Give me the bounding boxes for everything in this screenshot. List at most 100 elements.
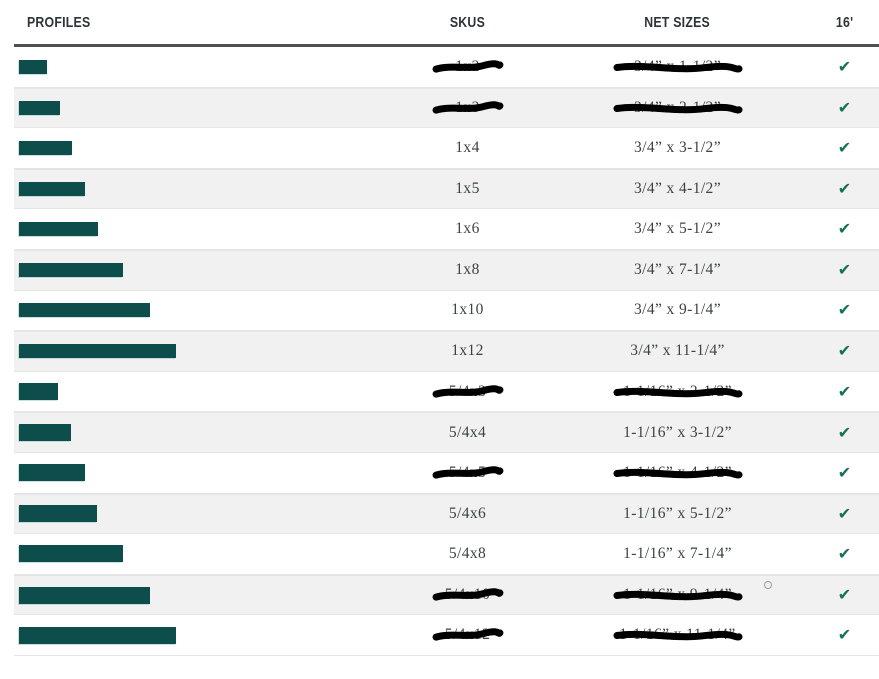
profile-bar — [19, 505, 97, 523]
sku-cell: 5/4x5 — [390, 453, 545, 493]
table-row: 5/4x12 1-1/16” x 11-1/4” ✔ — [14, 615, 879, 656]
profile-bar — [19, 545, 123, 563]
table-row: 1x12 3/4” x 11-1/4” ✔ — [14, 331, 879, 372]
profiles-cell — [14, 495, 390, 534]
profiles-cell — [14, 413, 390, 452]
table-row: 1x8 3/4” x 7-1/4” ✔ — [14, 249, 879, 291]
availability-cell: ✔ — [810, 453, 879, 493]
availability-cell: ✔ — [810, 170, 879, 209]
availability-cell: ✔ — [810, 576, 879, 615]
column-header-net-sizes: NET SIZES — [545, 14, 810, 31]
net-size-cell-text: 1-1/16” x 2-1/2” — [623, 382, 732, 400]
profiles-cell — [14, 89, 390, 128]
sku-cell: 1x4 — [390, 128, 545, 168]
net-size-cell-text: 3/4” x 3-1/2” — [634, 138, 721, 156]
availability-cell: ✔ — [810, 47, 879, 87]
check-icon: ✔ — [837, 260, 852, 280]
check-icon: ✔ — [837, 381, 852, 401]
net-size-cell: 3/4” x 9-1/4” — [545, 291, 810, 331]
column-header-16ft-label: 16' — [835, 13, 854, 31]
check-icon: ✔ — [837, 543, 852, 563]
sku-cell-text: 5/4x10 — [444, 586, 491, 604]
net-size-cell: 3/4” x 4-1/2” — [545, 170, 810, 209]
net-size-cell-text: 3/4” x 4-1/2” — [634, 180, 721, 198]
sku-cell-text: 5/4x5 — [448, 463, 487, 481]
net-size-cell: 3/4” x 5-1/2” — [545, 209, 810, 249]
net-size-cell: 1-1/16” x 5-1/2” — [545, 495, 810, 534]
profiles-cell — [14, 251, 390, 290]
net-size-cell: 1-1/16” x 9-1/4” — [545, 576, 810, 615]
check-icon: ✔ — [837, 625, 852, 645]
table-row: 5/4x6 1-1/16” x 5-1/2” ✔ — [14, 493, 879, 535]
net-size-cell-text: 1-1/16” x 9-1/4” — [623, 586, 732, 604]
sku-cell: 1x5 — [390, 170, 545, 209]
table-row: 1x3 3/4” x 2-1/2” ✔ — [14, 87, 879, 129]
net-size-cell-text: 1-1/16” x 4-1/2” — [623, 463, 732, 481]
net-size-cell-text: 3/4” x 1-1/2” — [634, 57, 721, 75]
check-icon: ✔ — [837, 585, 852, 605]
check-icon: ✔ — [837, 422, 852, 442]
profile-bar — [19, 344, 176, 359]
profiles-cell — [14, 128, 390, 168]
sku-cell-text: 1x3 — [455, 98, 480, 116]
net-size-cell-text: 1-1/16” x 7-1/4” — [623, 544, 732, 562]
availability-cell: ✔ — [810, 89, 879, 128]
net-size-cell: 3/4” x 1-1/2” — [545, 47, 810, 87]
profile-bar — [19, 383, 58, 401]
net-size-cell: 1-1/16” x 4-1/2” — [545, 453, 810, 493]
check-icon: ✔ — [837, 219, 852, 239]
net-size-cell-text: 3/4” x 2-1/2” — [634, 98, 721, 116]
table-row: 5/4x4 1-1/16” x 3-1/2” ✔ — [14, 412, 879, 453]
table-row: 1x2 3/4” x 1-1/2” ✔ — [14, 47, 879, 88]
sku-cell: 5/4x10 — [390, 576, 545, 615]
sku-cell: 5/4x6 — [390, 495, 545, 534]
sku-cell: 5/4x12 — [390, 615, 545, 655]
sku-cell: 1x10 — [390, 291, 545, 331]
sku-cell-text: 1x5 — [455, 180, 480, 198]
check-icon: ✔ — [837, 97, 852, 117]
profiles-cell — [14, 332, 390, 371]
sku-cell: 1x3 — [390, 89, 545, 128]
sku-cell: 5/4x4 — [390, 413, 545, 452]
sku-cell-text: 1x2 — [455, 57, 480, 75]
availability-cell: ✔ — [810, 495, 879, 534]
profile-bar — [19, 263, 123, 278]
availability-cell: ✔ — [810, 209, 879, 249]
profile-bar — [19, 586, 150, 604]
profile-bar — [19, 303, 150, 318]
sku-cell-text: 5/4x12 — [444, 626, 491, 644]
table-row: 1x5 3/4” x 4-1/2” ✔ — [14, 168, 879, 210]
sku-cell-text: 5/4x6 — [448, 504, 487, 522]
sku-cell: 5/4x8 — [390, 534, 545, 574]
net-size-cell-text: 3/4” x 11-1/4” — [630, 342, 725, 360]
profiles-cell — [14, 372, 390, 412]
net-size-cell: 1-1/16” x 2-1/2” — [545, 372, 810, 412]
table-body: 1x2 3/4” x 1-1/2” ✔ 1x3 3/4” x 2-1/2” — [14, 47, 879, 656]
net-size-cell: 3/4” x 3-1/2” — [545, 128, 810, 168]
net-size-cell: 3/4” x 7-1/4” — [545, 251, 810, 290]
availability-cell: ✔ — [810, 128, 879, 168]
column-header-16ft: 16' — [810, 14, 879, 31]
column-header-profiles-label: PROFILES — [26, 13, 91, 31]
column-header-skus-label: SKUS — [449, 13, 486, 31]
check-icon: ✔ — [837, 503, 852, 523]
check-icon: ✔ — [837, 300, 852, 320]
column-header-skus: SKUS — [390, 14, 545, 31]
sku-cell: 1x6 — [390, 209, 545, 249]
profiles-cell — [14, 615, 390, 655]
profiles-cell — [14, 576, 390, 615]
availability-cell: ✔ — [810, 251, 879, 290]
table-row: 5/4x3 1-1/16” x 2-1/2” ✔ — [14, 371, 879, 413]
availability-cell: ✔ — [810, 615, 879, 655]
column-header-profiles: PROFILES — [14, 14, 390, 31]
net-size-cell: 1-1/16” x 11-1/4” — [545, 615, 810, 655]
sku-cell-text: 1x10 — [451, 301, 484, 319]
sku-cell: 5/4x3 — [390, 372, 545, 412]
profiles-cell — [14, 47, 390, 87]
profiles-cell — [14, 453, 390, 493]
product-spec-table: PROFILES SKUS NET SIZES 16' 1x2 3/4” x 1… — [14, 0, 879, 656]
net-size-cell-text: 3/4” x 7-1/4” — [634, 261, 721, 279]
profiles-cell — [14, 209, 390, 249]
table-row: 1x10 3/4” x 9-1/4” ✔ — [14, 290, 879, 332]
sku-cell-text: 1x12 — [451, 342, 484, 360]
